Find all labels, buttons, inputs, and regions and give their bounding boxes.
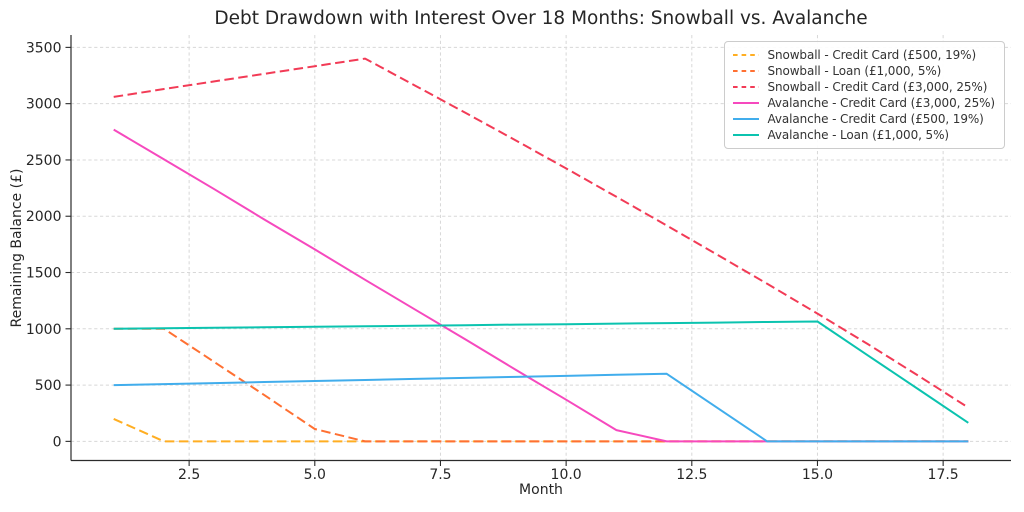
chart-title: Debt Drawdown with Interest Over 18 Mont… (214, 8, 868, 29)
legend-swatch-line (733, 54, 760, 56)
y-tick-label: 3500 (26, 40, 62, 56)
legend-label: Snowball - Credit Card (£500, 19%) (767, 48, 977, 62)
x-axis-label: Month (519, 482, 563, 498)
x-tick-label: 17.5 (928, 467, 959, 483)
series-line-4 (113, 372, 969, 443)
y-tick-label: 500 (35, 378, 62, 394)
y-tick-label: 0 (53, 434, 62, 450)
x-tick-label: 10.0 (551, 467, 582, 483)
x-tick-label: 15.0 (802, 467, 833, 483)
legend-swatch-line (733, 134, 760, 136)
y-tick-label: 2500 (26, 153, 62, 169)
legend: Snowball - Credit Card (£500, 19%) Snowba… (724, 41, 1005, 149)
x-tick-label: 12.5 (676, 467, 707, 483)
series-line-5 (113, 320, 969, 424)
legend-label: Snowball - Credit Card (£3,000, 25%) (767, 80, 988, 94)
y-tick-label: 2000 (26, 209, 62, 225)
series-line-2 (113, 57, 969, 409)
legend-item: Avalanche - Credit Card (£500, 19%) (733, 111, 995, 127)
y-tick-label: 1500 (26, 266, 62, 282)
x-tick-label: 5.0 (304, 467, 326, 483)
legend-item: Snowball - Credit Card (£3,000, 25%) (733, 79, 995, 95)
y-tick-label: 3000 (26, 97, 62, 113)
legend-swatch-line (733, 102, 760, 104)
y-axis-label: Remaining Balance (£) (9, 168, 25, 328)
legend-swatch-line (733, 118, 760, 120)
legend-label: Avalanche - Loan (£1,000, 5%) (767, 128, 949, 142)
series-line-3 (113, 128, 969, 443)
series-line-0 (113, 417, 969, 443)
legend-label: Avalanche - Credit Card (£3,000, 25%) (767, 96, 995, 110)
legend-label: Avalanche - Credit Card (£500, 19%) (767, 112, 984, 126)
legend-item: Avalanche - Loan (£1,000, 5%) (733, 127, 995, 143)
legend-item: Snowball - Loan (£1,000, 5%) (733, 63, 995, 79)
legend-item: Avalanche - Credit Card (£3,000, 25%) (733, 95, 995, 111)
y-tick-label: 1000 (26, 322, 62, 338)
x-tick-label: 2.5 (178, 467, 200, 483)
legend-swatch-line (733, 86, 760, 88)
x-tick-label: 7.5 (429, 467, 451, 483)
legend-label: Snowball - Loan (£1,000, 5%) (767, 64, 942, 78)
legend-swatch-line (733, 70, 760, 72)
legend-item: Snowball - Credit Card (£500, 19%) (733, 47, 995, 63)
